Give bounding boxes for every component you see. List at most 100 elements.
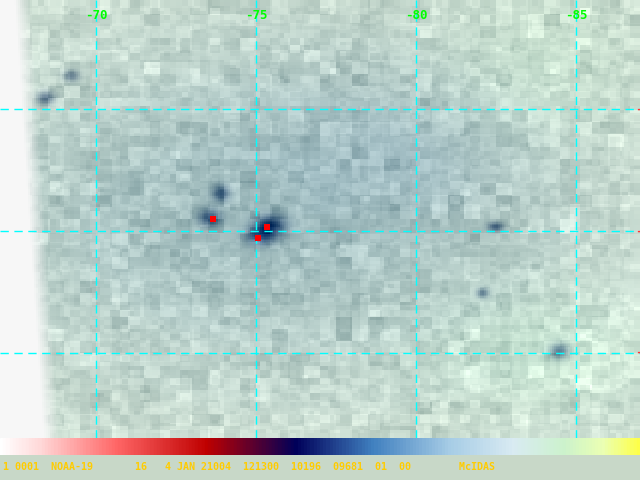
Bar — [320, 438, 323, 455]
Bar — [278, 438, 282, 455]
Bar — [240, 438, 243, 455]
Bar — [32, 438, 35, 455]
Bar — [243, 438, 246, 455]
Bar — [314, 438, 317, 455]
Bar — [605, 438, 608, 455]
Bar — [26, 438, 29, 455]
Bar — [192, 438, 195, 455]
Bar — [630, 438, 634, 455]
Bar — [592, 438, 595, 455]
Bar — [253, 438, 256, 455]
Bar — [134, 438, 138, 455]
Bar — [352, 438, 355, 455]
Bar — [464, 438, 467, 455]
Bar — [96, 438, 99, 455]
Bar — [317, 438, 320, 455]
Bar — [115, 438, 118, 455]
Bar — [64, 438, 67, 455]
Bar — [182, 438, 186, 455]
Bar — [589, 438, 592, 455]
Bar — [486, 438, 490, 455]
Bar — [80, 438, 83, 455]
Bar — [560, 438, 563, 455]
Bar — [426, 438, 429, 455]
Bar — [582, 438, 586, 455]
Bar — [208, 438, 211, 455]
Bar — [365, 438, 368, 455]
Bar — [250, 438, 253, 455]
Bar — [330, 438, 333, 455]
Bar — [272, 438, 275, 455]
Bar — [45, 438, 48, 455]
Bar — [176, 438, 179, 455]
Bar — [298, 438, 301, 455]
Bar — [154, 438, 157, 455]
Bar — [224, 438, 227, 455]
Bar — [336, 438, 339, 455]
Bar — [534, 438, 538, 455]
Bar — [288, 438, 291, 455]
Bar — [291, 438, 294, 455]
Bar — [218, 438, 221, 455]
Bar — [16, 438, 19, 455]
Bar — [339, 438, 342, 455]
Text: -85: -85 — [564, 9, 588, 22]
Bar — [448, 438, 451, 455]
Bar — [294, 438, 298, 455]
Bar — [58, 438, 61, 455]
Text: -20: -20 — [635, 346, 640, 359]
Text: -10: -10 — [635, 103, 640, 116]
Bar — [54, 438, 58, 455]
Bar — [522, 438, 525, 455]
Bar — [458, 438, 461, 455]
Bar — [550, 438, 554, 455]
Bar — [371, 438, 374, 455]
Bar — [611, 438, 614, 455]
Bar — [230, 438, 234, 455]
Bar — [451, 438, 454, 455]
Bar — [493, 438, 496, 455]
Bar — [362, 438, 365, 455]
Bar — [416, 438, 419, 455]
Bar — [0, 438, 3, 455]
Bar — [157, 438, 160, 455]
Bar — [538, 438, 541, 455]
Bar — [624, 438, 627, 455]
Point — [252, 234, 262, 242]
Bar — [429, 438, 432, 455]
Bar — [349, 438, 352, 455]
Bar — [502, 438, 506, 455]
Bar — [531, 438, 534, 455]
Bar — [442, 438, 445, 455]
Bar — [112, 438, 115, 455]
Bar — [144, 438, 147, 455]
Bar — [214, 438, 218, 455]
Text: 1 0001  NOAA-19       16   4 JAN 21004  121300  10196  09681  01  00        McID: 1 0001 NOAA-19 16 4 JAN 21004 121300 101… — [3, 462, 495, 472]
Bar — [326, 438, 330, 455]
Bar — [227, 438, 230, 455]
Bar — [147, 438, 150, 455]
Bar — [266, 438, 269, 455]
Bar — [378, 438, 381, 455]
Bar — [51, 438, 54, 455]
Bar — [483, 438, 486, 455]
Bar — [474, 438, 477, 455]
Bar — [138, 438, 141, 455]
Bar — [490, 438, 493, 455]
Bar — [566, 438, 570, 455]
Bar — [262, 438, 266, 455]
Bar — [432, 438, 435, 455]
Bar — [163, 438, 166, 455]
Bar — [637, 438, 640, 455]
Bar — [435, 438, 438, 455]
Bar — [374, 438, 378, 455]
Bar — [109, 438, 112, 455]
Bar — [237, 438, 240, 455]
Bar — [547, 438, 550, 455]
Bar — [333, 438, 336, 455]
Bar — [342, 438, 346, 455]
Bar — [355, 438, 358, 455]
Bar — [70, 438, 74, 455]
Bar — [323, 438, 326, 455]
Bar — [470, 438, 474, 455]
